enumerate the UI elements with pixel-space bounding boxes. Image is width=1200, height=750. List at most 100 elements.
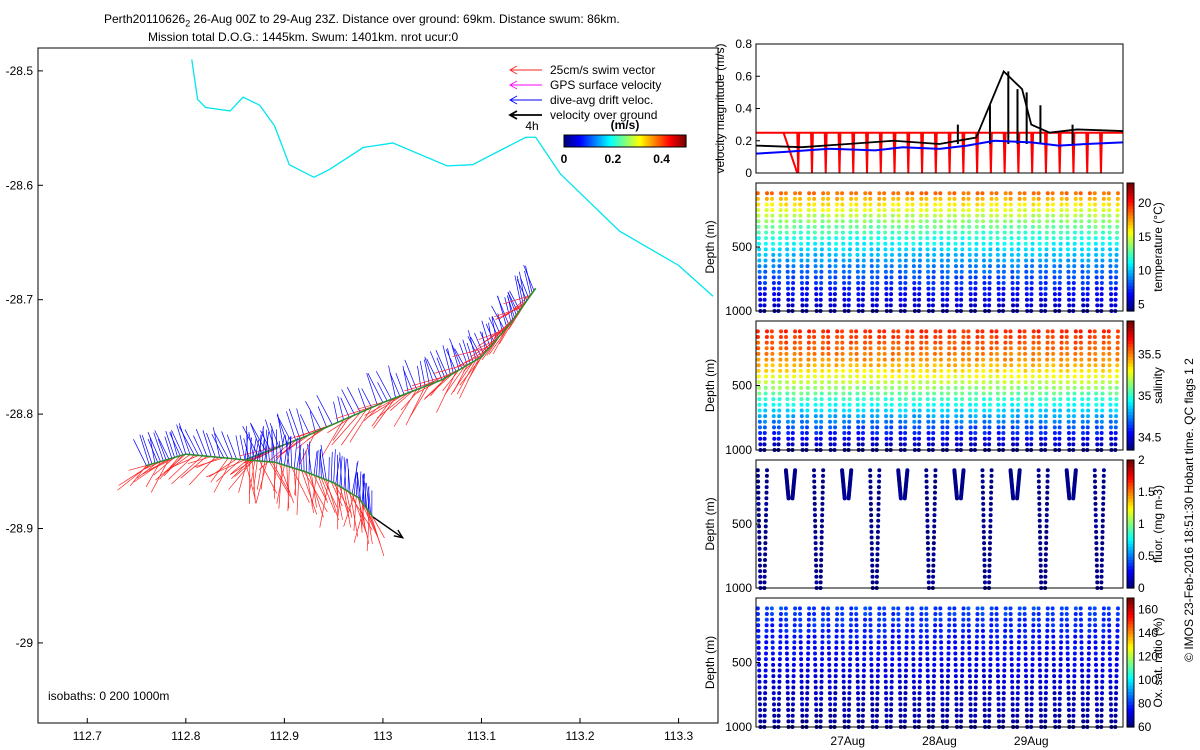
section-point (855, 414, 860, 419)
section-point (911, 241, 916, 246)
section-point (1087, 617, 1092, 622)
section-point (1093, 634, 1098, 639)
section-colorbar-tick-label: 5 (1138, 297, 1145, 311)
section-point (791, 685, 796, 690)
section-point (1023, 363, 1028, 368)
section-point (903, 674, 908, 679)
drift-vector (481, 320, 491, 348)
section-point (827, 668, 832, 673)
section-point (1066, 425, 1071, 430)
section-point (812, 611, 817, 616)
section-point (771, 264, 776, 269)
section-point (798, 351, 803, 356)
section-point (840, 346, 845, 351)
section-point (973, 679, 978, 684)
section-point (952, 191, 957, 196)
section-point (1100, 258, 1105, 263)
section-point (959, 402, 964, 407)
section-point (875, 569, 880, 574)
section-point (890, 640, 895, 645)
section-colorbar-cell (1127, 340, 1134, 345)
section-point (1010, 436, 1015, 441)
legend-arrowhead (508, 110, 518, 120)
section-point (1114, 651, 1119, 656)
section-point (1002, 657, 1007, 662)
section-point (1038, 408, 1043, 413)
section-point (1113, 297, 1118, 302)
section-colorbar-cell (1127, 414, 1134, 419)
section-point (1043, 708, 1048, 713)
section-point (931, 674, 936, 679)
section-point (849, 606, 854, 611)
section-colorbar-cell (1127, 382, 1134, 387)
section-point (827, 679, 832, 684)
section-colorbar-cell (1127, 559, 1134, 563)
section-point (919, 202, 924, 207)
section-point (819, 385, 824, 390)
section-point (1045, 357, 1050, 362)
section-point (980, 340, 985, 345)
section-point (1113, 719, 1118, 724)
section-point (968, 297, 973, 302)
section-point (959, 713, 964, 718)
legend-entry: 25cm/s swim vector (509, 63, 655, 77)
section-point (1002, 368, 1007, 373)
section-point (1079, 640, 1084, 645)
section-point (1080, 280, 1085, 285)
section-point (1024, 275, 1029, 280)
section-point (1087, 611, 1092, 616)
section-point (798, 368, 803, 373)
section-point (1003, 196, 1008, 201)
section-point (792, 196, 797, 201)
section-point (784, 208, 789, 213)
swim-vector (168, 455, 199, 469)
section-point (967, 374, 972, 379)
section-colorbar-tick-label: 60 (1138, 720, 1152, 734)
section-point (861, 425, 866, 430)
section-point (1080, 679, 1085, 684)
section-point (757, 662, 762, 667)
section-point (924, 219, 929, 224)
section-point (1066, 696, 1071, 701)
section-colorbar-cell (1127, 556, 1134, 560)
section-point (820, 651, 825, 656)
section-point (1052, 708, 1057, 713)
section-point (1099, 297, 1104, 302)
section-point (1045, 213, 1050, 218)
section-point (763, 541, 768, 546)
section-point (1036, 617, 1041, 622)
section-point (917, 286, 922, 291)
section-point (952, 334, 957, 339)
section-point (917, 269, 922, 274)
section-point (770, 374, 775, 379)
section-point (947, 351, 952, 356)
section-point (1101, 334, 1106, 339)
section-point (818, 292, 823, 297)
section-colorbar-cell (1127, 714, 1134, 718)
section-point (1080, 414, 1085, 419)
section-point (764, 374, 769, 379)
section-point (952, 213, 957, 218)
section-point (777, 414, 782, 419)
section-point (877, 196, 882, 201)
section-point (863, 617, 868, 622)
section-point (868, 479, 873, 484)
section-point (938, 611, 943, 616)
section-point (1024, 691, 1029, 696)
section-point (903, 696, 908, 701)
section-point (758, 303, 763, 308)
section-point (1024, 674, 1029, 679)
section-point (1080, 286, 1085, 291)
section-point (778, 651, 783, 656)
section-point (898, 442, 903, 447)
section-point (973, 442, 978, 447)
section-point (868, 490, 873, 495)
section-point (776, 713, 781, 718)
section-point (919, 196, 924, 201)
section-point (1058, 651, 1063, 656)
map-xtick-label: 113.3 (664, 729, 693, 743)
section-point (772, 292, 777, 297)
section-point (765, 191, 770, 196)
section-point (1093, 247, 1098, 252)
section-point (777, 264, 782, 269)
